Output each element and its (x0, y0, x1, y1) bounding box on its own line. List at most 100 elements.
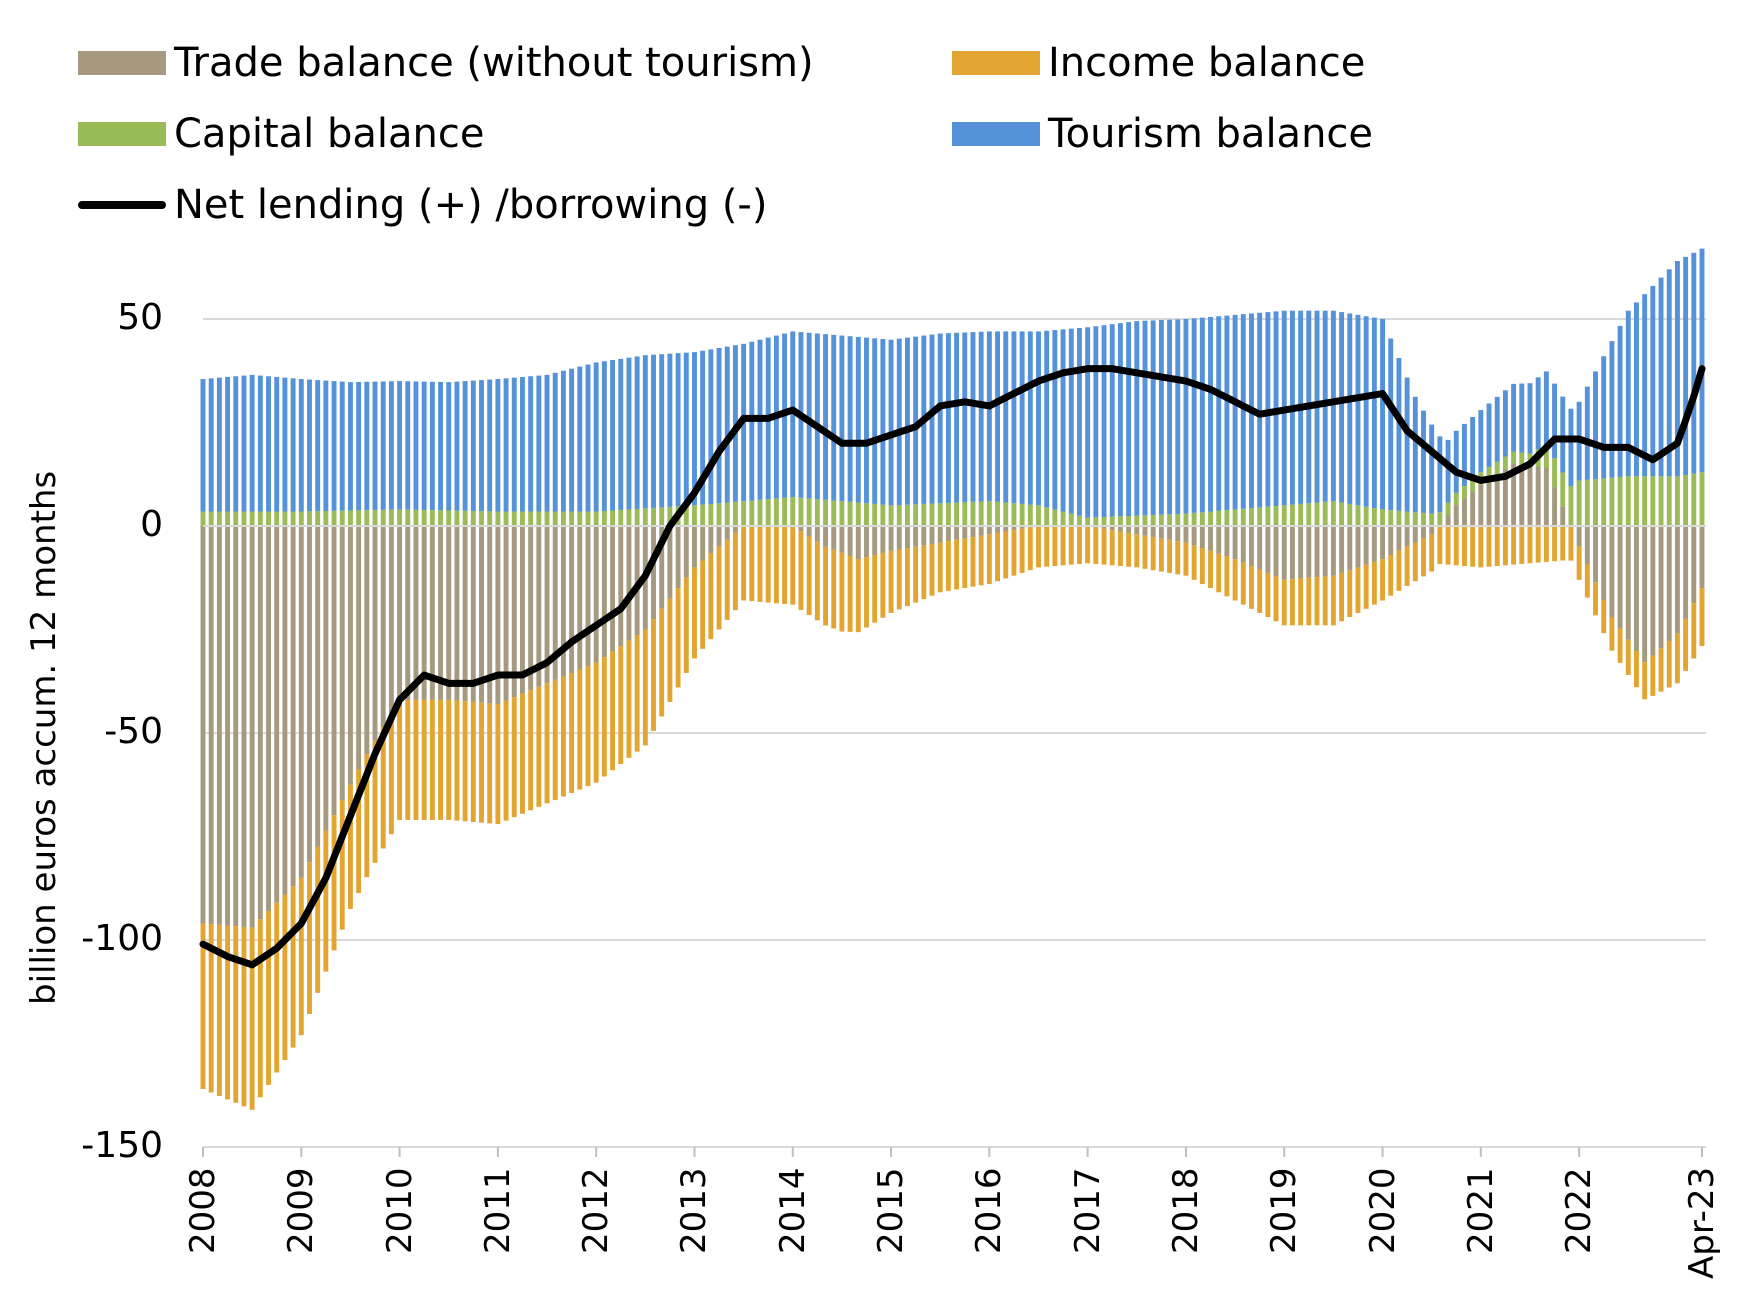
bar-capital (1191, 512, 1197, 526)
bar-capital (544, 511, 550, 526)
bar-tourism (560, 370, 566, 512)
bar-capital (995, 501, 1000, 526)
bar-trade (1224, 526, 1230, 557)
bar-income (1519, 526, 1525, 564)
bar-income (732, 532, 738, 611)
bar-trade (888, 526, 894, 551)
bar-income (1650, 655, 1656, 696)
bar-capital (814, 499, 820, 526)
bar-capital (642, 508, 648, 526)
bar-income (1216, 553, 1222, 593)
bar-capital (1437, 512, 1443, 525)
bar-trade (626, 526, 632, 641)
bar-capital (364, 510, 370, 526)
bar-capital (1699, 472, 1705, 526)
bar-income (1306, 577, 1312, 626)
bar-capital (266, 511, 271, 526)
bar-income (1593, 582, 1598, 616)
bar-trade (1453, 505, 1459, 526)
bar-income (413, 699, 419, 820)
bar-capital (692, 505, 697, 526)
x-tick-label: 2020 (1362, 1167, 1403, 1254)
bar-capital (569, 511, 575, 526)
bar-capital (1265, 506, 1271, 526)
bar-capital (1199, 512, 1205, 526)
x-tick-label: Apr-23 (1682, 1166, 1722, 1279)
bar-trade (1699, 526, 1705, 589)
bar-capital (1371, 508, 1377, 526)
bar-tourism (528, 376, 534, 512)
x-tick-label: 2008 (183, 1167, 223, 1254)
bar-trade (331, 526, 337, 816)
bar-capital (618, 509, 624, 526)
bar-capital (1453, 492, 1459, 506)
bar-capital (1355, 505, 1361, 526)
bar-tourism (626, 357, 632, 510)
bar-capital (970, 501, 976, 526)
bar-income (1232, 559, 1238, 601)
bar-capital (806, 498, 812, 526)
bar-income (552, 679, 558, 800)
bar-capital (1674, 476, 1680, 526)
bar-income (257, 919, 263, 1098)
bar-trade (896, 526, 902, 550)
bar-income (298, 877, 304, 1036)
bar-capital (667, 506, 673, 526)
bar-tourism (388, 381, 394, 510)
bar-income (601, 657, 607, 777)
bar-tourism (1584, 386, 1590, 480)
bar-capital (1568, 485, 1574, 526)
bar-income (274, 902, 280, 1073)
bar-income (1609, 617, 1615, 651)
bar-income (773, 526, 779, 604)
bar-tourism (1650, 285, 1656, 477)
bar-tourism (937, 333, 943, 504)
bar-income (1281, 579, 1287, 626)
bar-tourism (1421, 410, 1426, 513)
legend-label-income: Income balance (1048, 40, 1366, 86)
bar-income (1658, 648, 1664, 692)
bar-income (1224, 556, 1230, 597)
bar-capital (937, 503, 943, 526)
bar-tourism (257, 375, 263, 512)
bar-capital (536, 511, 542, 526)
bar-income (356, 769, 362, 894)
bar-income (888, 550, 894, 613)
bar-tourism (216, 377, 222, 512)
bar-trade (839, 526, 845, 553)
bar-income (364, 754, 370, 878)
bar-tourism (479, 380, 484, 512)
bar-capital (1470, 479, 1476, 492)
legend-item-trade: Trade balance (without tourism) (78, 40, 814, 86)
bar-trade (413, 526, 419, 700)
bar-capital (765, 499, 771, 526)
bar-capital (225, 511, 231, 526)
bar-capital (823, 499, 828, 526)
bar-income (1617, 628, 1623, 663)
bar-tourism (888, 339, 894, 506)
bar-capital (1232, 509, 1238, 526)
bar-income (683, 577, 689, 673)
bar-tourism (1519, 383, 1525, 453)
bar-income (429, 699, 435, 820)
bar-tourism (1543, 371, 1549, 445)
bar-tourism (1617, 325, 1623, 478)
bar-capital (331, 510, 337, 526)
bar-trade (388, 526, 394, 714)
bar-income (1257, 569, 1263, 613)
bar-tourism (978, 331, 984, 502)
bar-capital (1412, 512, 1418, 526)
bar-capital (880, 504, 886, 526)
bar-income (1126, 532, 1132, 567)
bar-tourism (1339, 312, 1345, 503)
bar-trade (724, 526, 730, 540)
bar-tourism (642, 355, 648, 509)
y-tick-label: -50 (104, 711, 163, 752)
bar-capital (307, 511, 312, 526)
bar-tourism (1691, 252, 1697, 474)
bar-tourism (1199, 317, 1205, 513)
bar-capital (470, 510, 476, 526)
bar-income (1404, 546, 1410, 587)
x-tick-label: 2010 (379, 1167, 420, 1254)
bar-tourism (962, 332, 968, 503)
